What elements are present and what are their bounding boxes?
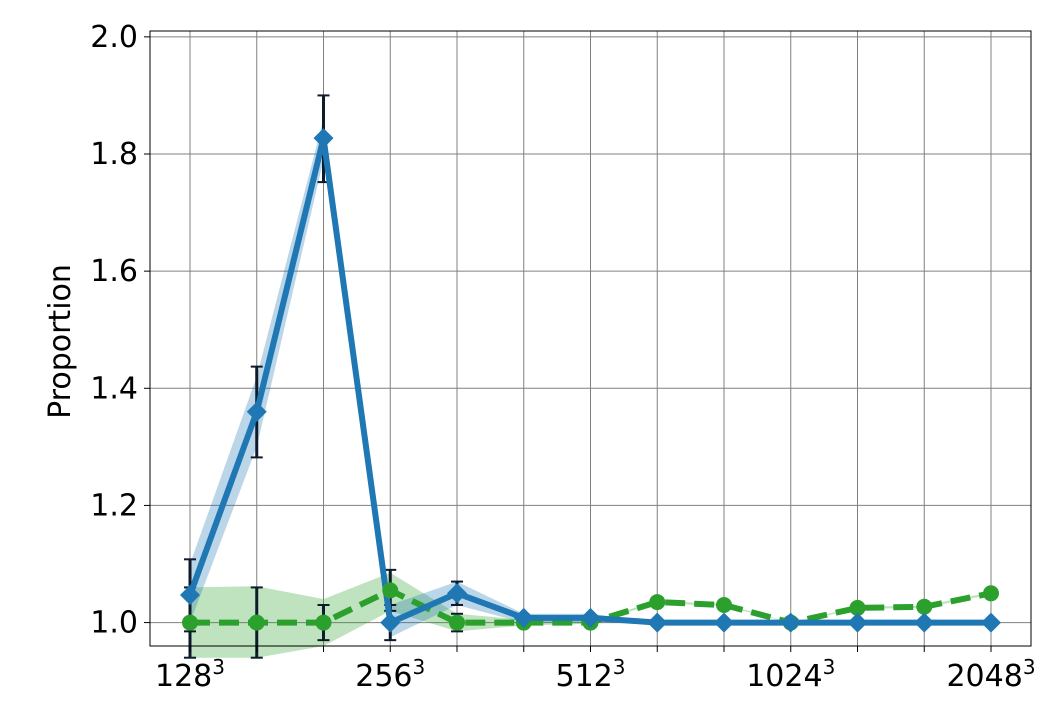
series-0-point xyxy=(313,128,334,149)
series-1-point xyxy=(983,585,999,602)
series-0-point xyxy=(246,401,267,422)
y-tick-label: 1.0 xyxy=(90,606,138,641)
x-tick-label: 10243 xyxy=(746,655,835,694)
series-0-point xyxy=(647,612,668,633)
series-1-point xyxy=(449,614,465,631)
series-0-point xyxy=(580,607,601,628)
x-tick-label: 5123 xyxy=(556,655,626,694)
x-tick-label: 2563 xyxy=(355,655,425,694)
grid xyxy=(150,31,1031,646)
y-tick-label: 1.2 xyxy=(90,488,138,523)
series-1-point xyxy=(315,614,332,631)
y-tick-label: 1.4 xyxy=(90,371,138,406)
series-0-point xyxy=(780,612,801,633)
series-0-point xyxy=(981,612,1001,633)
series-0-point xyxy=(914,612,935,633)
y-tick-label: 2.0 xyxy=(90,20,138,55)
series-0-point xyxy=(714,612,734,633)
series-0-point xyxy=(380,612,401,633)
y-axis-label: Proportion xyxy=(43,264,78,419)
x-tick-label: 20483 xyxy=(946,655,1035,694)
series-0-point xyxy=(513,607,534,628)
x-tick-label: 1283 xyxy=(155,655,225,694)
x-axis-ticks: 1283 2563 5123 10243 20483 xyxy=(155,646,1036,694)
series-1-point xyxy=(382,582,399,599)
y-tick-label: 1.6 xyxy=(90,254,138,289)
series-0-point xyxy=(847,612,868,633)
y-tick-label: 1.8 xyxy=(90,137,138,172)
series-1-point xyxy=(916,598,933,615)
series-1-point xyxy=(716,597,732,613)
series-markers xyxy=(180,128,1001,633)
series-1-point xyxy=(649,594,666,611)
series-1-point xyxy=(849,599,866,616)
series-1-point xyxy=(182,614,198,631)
y-axis-ticks: 1.0 1.2 1.4 1.6 1.8 2.0 xyxy=(90,20,150,641)
series-0-point xyxy=(180,585,200,606)
series-1-point xyxy=(248,614,265,631)
series-0-point xyxy=(447,583,467,604)
